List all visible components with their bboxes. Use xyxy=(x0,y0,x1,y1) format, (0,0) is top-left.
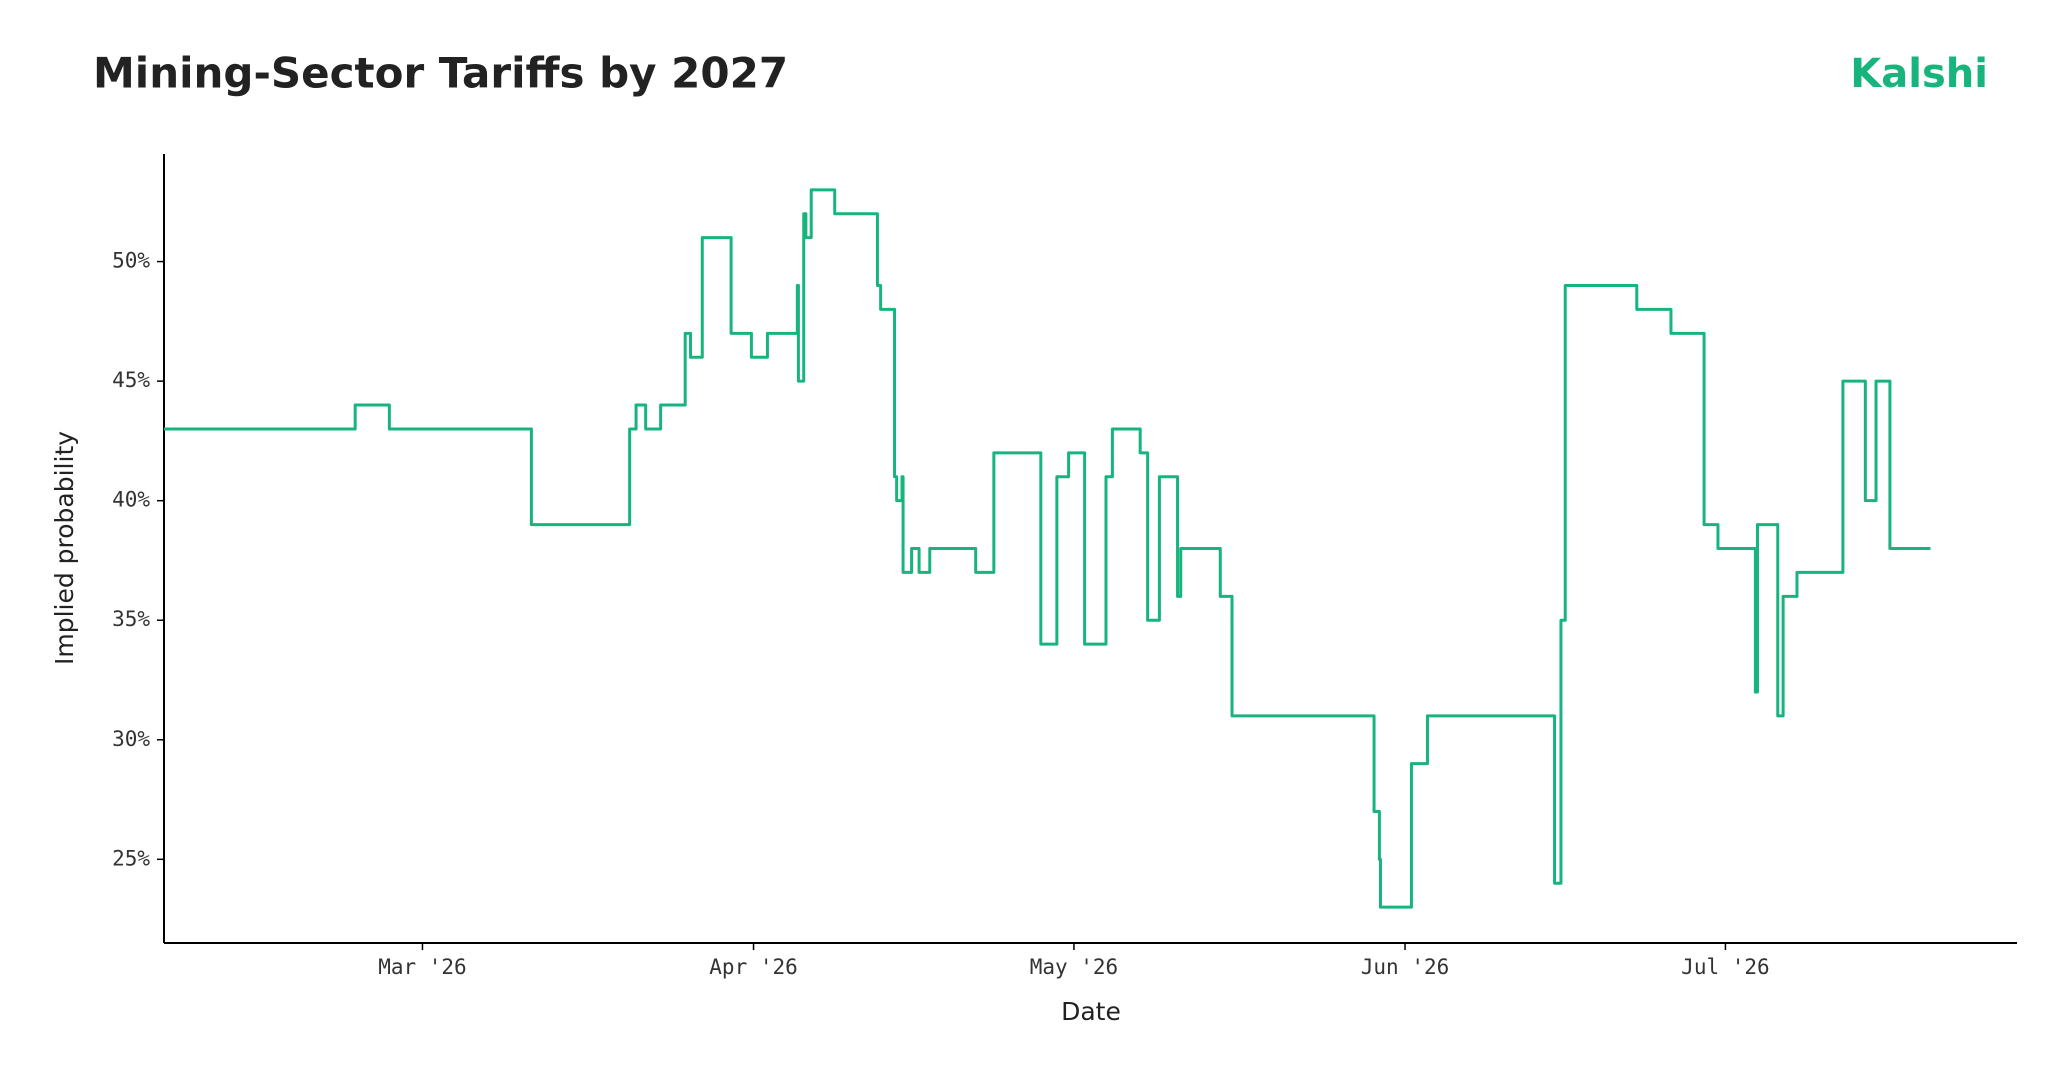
x-tick-label: Apr '26 xyxy=(709,955,798,979)
y-tick-label: 45% xyxy=(112,368,150,392)
chart-title: Mining-Sector Tariffs by 2027 xyxy=(93,49,788,98)
y-tick-label: 50% xyxy=(112,249,150,273)
y-tick-label: 40% xyxy=(112,488,150,512)
x-tick-label: Jul '26 xyxy=(1681,955,1770,979)
y-axis-label: Implied probability xyxy=(50,431,79,665)
y-tick-label: 35% xyxy=(112,607,150,631)
brand-logo: Kalshi xyxy=(1850,51,1988,97)
line-series xyxy=(164,188,1931,909)
x-tick-label: Jun '26 xyxy=(1361,955,1450,979)
y-tick-label: 25% xyxy=(112,846,150,870)
y-tick-label: 30% xyxy=(112,727,150,751)
x-tick-label: May '26 xyxy=(1030,955,1119,979)
x-tick-label: Mar '26 xyxy=(378,955,467,979)
x-axis-label: Date xyxy=(1061,997,1121,1026)
